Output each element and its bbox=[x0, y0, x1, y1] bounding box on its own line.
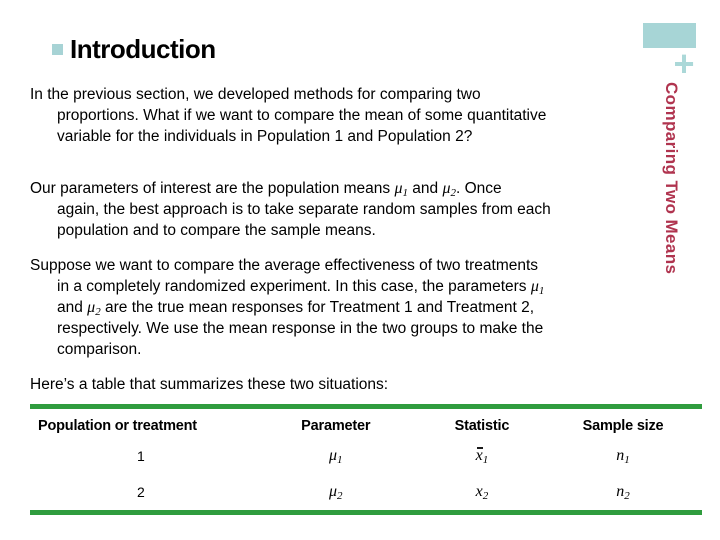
text-line: Here’s a table that summarizes these two… bbox=[30, 376, 389, 393]
table-row: 2 μ2 x2 n2 bbox=[30, 474, 702, 510]
corner-rectangle bbox=[643, 23, 696, 48]
text-line: variable for the individuals in Populati… bbox=[57, 128, 473, 145]
slide-header: Introduction bbox=[52, 34, 216, 64]
text-line: population and to compare the sample mea… bbox=[57, 222, 376, 239]
subscript: 1 bbox=[402, 187, 408, 199]
text-line: proportions. What if we want to compare … bbox=[57, 107, 547, 124]
mu-symbol: μ bbox=[442, 180, 451, 197]
mu-symbol: μ bbox=[530, 278, 539, 295]
text-line: and μ2 are the true mean responses for T… bbox=[57, 299, 535, 318]
n-symbol: n bbox=[616, 447, 625, 464]
body-text: In the previous section, we developed me… bbox=[30, 84, 662, 409]
cell-parameter: μ2 bbox=[252, 474, 420, 510]
subscript: 1 bbox=[624, 454, 630, 466]
x-bar-symbol: x bbox=[475, 447, 483, 464]
column-header-population: Population or treatment bbox=[38, 418, 197, 434]
page-title: Introduction bbox=[70, 34, 216, 64]
mu-symbol: μ bbox=[328, 483, 338, 500]
cell-sample-size: n2 bbox=[544, 474, 702, 510]
cell-population: 1 bbox=[136, 448, 145, 464]
plus-icon: + bbox=[673, 43, 695, 84]
subscript: 1 bbox=[482, 454, 489, 466]
subscript: 2 bbox=[450, 187, 457, 199]
text-line: again, the best approach is to take sepa… bbox=[57, 201, 551, 218]
text-line: respectively. We use the mean response i… bbox=[57, 320, 544, 337]
x-symbol: x bbox=[475, 483, 483, 500]
text-line: comparison. bbox=[57, 341, 142, 358]
title-bullet-icon bbox=[52, 43, 63, 55]
cell-parameter: μ1 bbox=[252, 438, 420, 474]
section-title-vertical: Comparing Two Means bbox=[662, 82, 681, 275]
text-line: Our parameters of interest are the popul… bbox=[30, 180, 502, 199]
table-header-row: Population or treatment Parameter Statis… bbox=[30, 409, 702, 438]
paragraph-intro: In the previous section, we developed me… bbox=[30, 84, 662, 147]
cell-statistic: x2 bbox=[420, 474, 544, 510]
n-symbol: n bbox=[616, 483, 625, 500]
paragraph-parameters: Our parameters of interest are the popul… bbox=[30, 178, 662, 241]
mu-symbol: μ bbox=[394, 180, 403, 197]
subscript: 2 bbox=[624, 490, 630, 502]
subscript: 1 bbox=[337, 454, 343, 466]
cell-population: 2 bbox=[136, 484, 145, 500]
cell-statistic: x1 bbox=[420, 438, 544, 474]
mu-symbol: μ bbox=[87, 299, 96, 316]
subscript: 2 bbox=[337, 490, 343, 502]
subscript: 2 bbox=[482, 490, 489, 502]
column-header-sample-size: Sample size bbox=[582, 418, 664, 434]
summary-table: Population or treatment Parameter Statis… bbox=[30, 404, 702, 515]
paragraph-table-lead-in: Here’s a table that summarizes these two… bbox=[30, 374, 662, 395]
subscript: 1 bbox=[538, 285, 545, 297]
table-top-rule bbox=[30, 404, 702, 409]
text-line: Suppose we want to compare the average e… bbox=[30, 257, 539, 274]
table-row: 1 μ1 x1 n1 bbox=[30, 438, 702, 474]
text-line: in a completely randomized experiment. I… bbox=[57, 278, 545, 297]
subscript: 2 bbox=[95, 306, 101, 318]
column-header-statistic: Statistic bbox=[454, 418, 510, 434]
paragraph-treatments: Suppose we want to compare the average e… bbox=[30, 255, 662, 360]
table-bottom-rule bbox=[30, 510, 702, 515]
column-header-parameter: Parameter bbox=[301, 418, 371, 434]
mu-symbol: μ bbox=[328, 447, 338, 464]
text-line: In the previous section, we developed me… bbox=[30, 86, 481, 103]
cell-sample-size: n1 bbox=[544, 438, 702, 474]
